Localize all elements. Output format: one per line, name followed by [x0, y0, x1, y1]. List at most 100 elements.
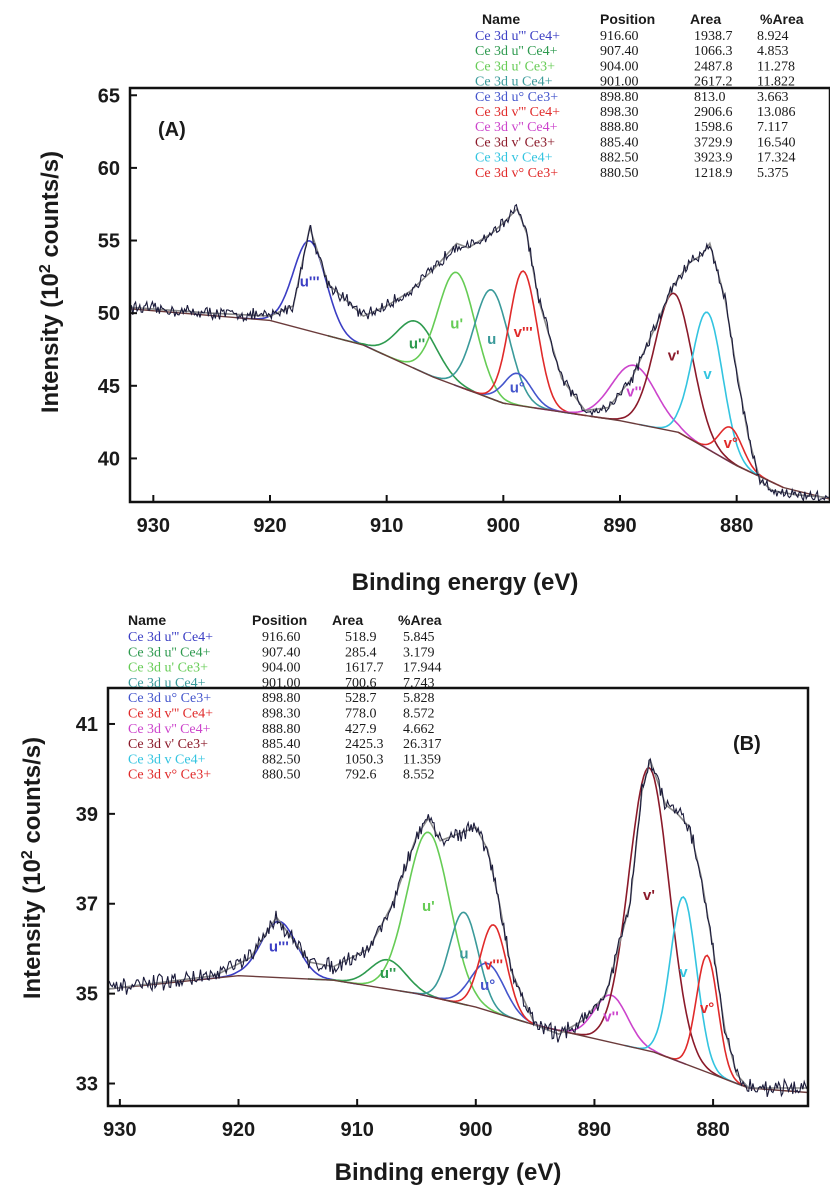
table-row-name: Ce 3d v° Ce3+ — [475, 166, 558, 181]
table-row-area: 3923.9 — [694, 151, 733, 166]
table-row-name: Ce 3d u Ce4+ — [475, 75, 553, 90]
table-row-pct: 4.662 — [403, 722, 435, 737]
table-row-pct: 7.117 — [757, 120, 788, 135]
table-row-pct: 11.278 — [757, 59, 795, 74]
peak-label-v: v — [679, 964, 688, 981]
panel-a-label: (A) — [158, 119, 186, 141]
x-tick-label: 900 — [487, 515, 520, 537]
peak-label-u°: u° — [480, 977, 495, 994]
x-tick-label: 880 — [720, 515, 753, 537]
table-row-area: 3729.9 — [694, 135, 733, 150]
table-header: Position — [252, 612, 307, 628]
table-row-pct: 3.179 — [403, 645, 435, 660]
peak-label-u: u — [459, 946, 468, 963]
table-row-pct: 5.828 — [403, 691, 435, 706]
table-row-pct: 3.663 — [757, 90, 789, 105]
table-row-name: Ce 3d u'' Ce4+ — [475, 44, 558, 59]
panel-b: 930 920 910 900 890 880 33 35 37 39 41 (B) Bindin… — [19, 612, 810, 1186]
component-peak-u — [399, 911, 529, 1024]
panel-a: 930 920 910 900 890 880 40 45 50 55 60 65 (A) Bind… — [37, 11, 830, 596]
table-header: Name — [482, 11, 520, 27]
table-row-pct: 13.086 — [757, 105, 796, 120]
component-peak-u''' — [236, 240, 384, 355]
table-row-position: 907.40 — [262, 645, 301, 660]
table-row-name: Ce 3d v''' Ce4+ — [475, 105, 560, 120]
table-row-position: 898.80 — [262, 691, 301, 706]
table-row-position: 888.80 — [600, 120, 639, 135]
table-row-name: Ce 3d v° Ce3+ — [128, 768, 211, 783]
table-row-area: 1050.3 — [345, 752, 384, 767]
table-row-name: Ce 3d u° Ce3+ — [475, 90, 558, 105]
x-tick-label: 880 — [696, 1119, 729, 1141]
table-header: %Area — [760, 11, 804, 27]
y-tick-label: 45 — [98, 376, 120, 398]
x-tick-label: 920 — [222, 1119, 255, 1141]
table-row-position: 898.30 — [600, 105, 639, 120]
table-row-position: 901.00 — [600, 75, 639, 90]
panel-a-y-ticks: 40 45 50 55 60 65 — [98, 85, 137, 470]
table-row-position: 916.60 — [262, 630, 301, 645]
peak-label-v: v — [703, 366, 712, 383]
table-header: Name — [128, 612, 166, 628]
table-row-pct: 11.359 — [403, 752, 441, 767]
peak-label-u''': u''' — [269, 939, 289, 956]
x-tick-label: 920 — [253, 515, 286, 537]
table-row-pct: 17.944 — [403, 661, 442, 676]
panel-b-fit-table: Name Position Area %Area Ce 3d u''' Ce4+ 916.… — [128, 612, 442, 783]
panel-b-curves — [107, 757, 809, 1098]
component-peak-v' — [558, 766, 741, 1086]
table-row-area: 2617.2 — [694, 75, 733, 90]
panel-b-y-axis-label: Intensity (102 counts/s) — [19, 737, 46, 999]
table-row-area: 518.9 — [345, 630, 377, 645]
peak-label-u''': u''' — [300, 273, 320, 290]
component-peak-v''' — [434, 924, 553, 1030]
component-peak-u'' — [327, 319, 507, 405]
table-row-area: 1598.6 — [694, 120, 733, 135]
table-row-name: Ce 3d v Ce4+ — [475, 151, 553, 166]
peak-label-v': v' — [668, 347, 680, 364]
table-row-area: 700.6 — [345, 676, 377, 691]
panel-b-x-ticks: 930 920 910 900 890 880 — [103, 1099, 730, 1141]
component-peak-v — [639, 311, 777, 485]
table-row-area: 1066.3 — [694, 44, 733, 59]
table-row-name: Ce 3d v' Ce3+ — [475, 135, 555, 150]
table-row-position: 907.40 — [600, 44, 639, 59]
table-row-name: Ce 3d u' Ce3+ — [475, 59, 555, 74]
y-tick-label: 50 — [98, 303, 120, 325]
table-row-area: 427.9 — [345, 722, 377, 737]
peak-label-u': u' — [450, 315, 463, 332]
y-tick-label: 39 — [76, 804, 98, 826]
table-row-name: Ce 3d v''' Ce4+ — [128, 707, 213, 722]
table-row-pct: 16.540 — [757, 135, 796, 150]
table-row-position: 882.50 — [600, 151, 639, 166]
y-tick-label: 37 — [76, 894, 98, 916]
y-tick-label: 40 — [98, 448, 120, 470]
table-row-name: Ce 3d v'' Ce4+ — [128, 722, 211, 737]
x-tick-label: 890 — [578, 1119, 611, 1141]
table-row-position: 901.00 — [262, 676, 301, 691]
background-line — [129, 308, 830, 500]
table-row-position: 904.00 — [262, 661, 301, 676]
peak-label-u: u — [487, 331, 496, 348]
table-row-pct: 26.317 — [403, 737, 442, 752]
raw-spectrum-line — [107, 758, 808, 1098]
x-tick-label: 900 — [459, 1119, 492, 1141]
table-row-area: 285.4 — [345, 645, 377, 660]
peak-label-v': v' — [643, 887, 655, 904]
table-header: Area — [690, 11, 721, 27]
peak-label-u°: u° — [510, 380, 525, 397]
table-row-position: 882.50 — [262, 752, 301, 767]
table-row-name: Ce 3d u° Ce3+ — [128, 691, 211, 706]
table-row-pct: 8.552 — [403, 768, 435, 783]
table-row-position: 904.00 — [600, 59, 639, 74]
panel-b-x-axis-label: Binding energy (eV) — [335, 1159, 562, 1186]
table-row-position: 880.50 — [600, 166, 639, 181]
component-peak-v° — [658, 954, 756, 1090]
table-row-position: 888.80 — [262, 722, 301, 737]
table-row-pct: 8.924 — [757, 29, 789, 44]
table-row-name: Ce 3d v Ce4+ — [128, 752, 206, 767]
table-row-pct: 5.845 — [403, 630, 435, 645]
panel-b-frame — [106, 686, 810, 1108]
y-tick-label: 35 — [76, 984, 98, 1006]
